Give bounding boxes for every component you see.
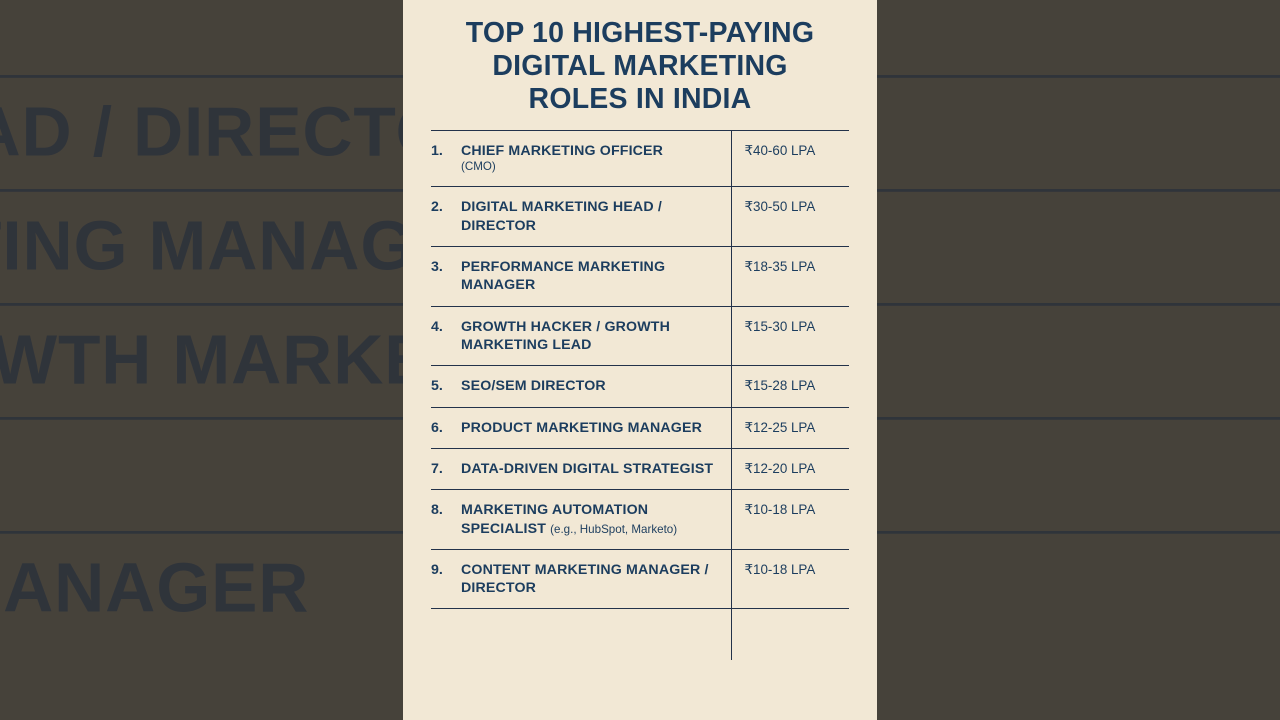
row-role: MARKETING AUTOMATION SPECIALIST (e.g., H… bbox=[461, 489, 731, 550]
page-title-line-2: DIGITAL MARKETING bbox=[492, 50, 788, 83]
row-salary: ₹12-20 LPA bbox=[730, 447, 849, 490]
page-title: TOP 10 HIGHEST-PAYING DIGITAL MARKETING … bbox=[403, 0, 877, 116]
table-row: 4. GROWTH HACKER / GROWTH MARKETING LEAD… bbox=[431, 305, 849, 366]
row-salary: ₹15-28 LPA bbox=[730, 365, 849, 408]
row-role: CONTENT MARKETING MANAGER / DIRECTOR bbox=[461, 548, 731, 609]
row-salary: ₹15-30 LPA bbox=[730, 305, 849, 366]
row-role: DIGITAL MARKETING HEAD / DIRECTOR bbox=[461, 186, 731, 247]
row-role: PRODUCT MARKETING MANAGER bbox=[461, 406, 731, 449]
row-salary: ₹10-18 LPA bbox=[730, 548, 849, 609]
page-title-line-3: ROLES IN INDIA bbox=[528, 83, 752, 116]
row-number: 3. bbox=[431, 246, 461, 307]
row-role: PERFORMANCE MARKETING MANAGER bbox=[461, 246, 731, 307]
row-role-note: (CMO) bbox=[461, 160, 496, 174]
row-number: 6. bbox=[431, 406, 461, 449]
table-row-cut-off bbox=[431, 608, 849, 661]
row-salary bbox=[730, 608, 849, 661]
row-role: CHIEF MARKETING OFFICER (CMO) bbox=[461, 130, 731, 187]
row-salary: ₹40-60 LPA bbox=[730, 130, 849, 187]
row-salary: ₹10-18 LPA bbox=[730, 489, 849, 550]
row-salary: ₹30-50 LPA bbox=[730, 186, 849, 247]
row-salary: ₹18-35 LPA bbox=[730, 246, 849, 307]
table-row: 2. DIGITAL MARKETING HEAD / DIRECTOR ₹30… bbox=[431, 186, 849, 247]
row-salary: ₹12-25 LPA bbox=[730, 406, 849, 449]
row-number bbox=[431, 608, 461, 661]
table-row: 8. MARKETING AUTOMATION SPECIALIST (e.g.… bbox=[431, 489, 849, 550]
row-role-text: CHIEF MARKETING OFFICER bbox=[461, 143, 664, 160]
table-row: 9. CONTENT MARKETING MANAGER / DIRECTOR … bbox=[431, 548, 849, 609]
roles-table-container: 1. CHIEF MARKETING OFFICER (CMO) ₹40-60 L… bbox=[403, 130, 877, 661]
row-role: DATA-DRIVEN DIGITAL STRATEGIST bbox=[461, 447, 731, 490]
row-number: 1. bbox=[431, 130, 461, 187]
content-card: TOP 10 HIGHEST-PAYING DIGITAL MARKETING … bbox=[403, 0, 877, 720]
row-role: SEO/SEM DIRECTOR bbox=[461, 365, 731, 408]
row-role-text: MARKETING AUTOMATION SPECIALIST bbox=[461, 502, 649, 537]
table-row: 1. CHIEF MARKETING OFFICER (CMO) ₹40-60 L… bbox=[431, 130, 849, 187]
row-number: 7. bbox=[431, 447, 461, 490]
row-role bbox=[461, 608, 731, 661]
row-number: 8. bbox=[431, 489, 461, 550]
page-title-line-1: TOP 10 HIGHEST-PAYING bbox=[465, 17, 815, 49]
table-row: 3. PERFORMANCE MARKETING MANAGER ₹18-35 … bbox=[431, 246, 849, 307]
row-number: 4. bbox=[431, 305, 461, 366]
table-row: 6. PRODUCT MARKETING MANAGER ₹12-25 LPA bbox=[431, 406, 849, 449]
row-number: 9. bbox=[431, 548, 461, 609]
roles-table: 1. CHIEF MARKETING OFFICER (CMO) ₹40-60 L… bbox=[431, 130, 849, 661]
row-number: 5. bbox=[431, 365, 461, 408]
table-row: 5. SEO/SEM DIRECTOR ₹15-28 LPA bbox=[431, 365, 849, 408]
row-role-note: (e.g., HubSpot, Marketo) bbox=[550, 522, 678, 536]
row-role: GROWTH HACKER / GROWTH MARKETING LEAD bbox=[461, 305, 731, 366]
row-number: 2. bbox=[431, 186, 461, 247]
table-row: 7. DATA-DRIVEN DIGITAL STRATEGIST ₹12-20… bbox=[431, 447, 849, 490]
